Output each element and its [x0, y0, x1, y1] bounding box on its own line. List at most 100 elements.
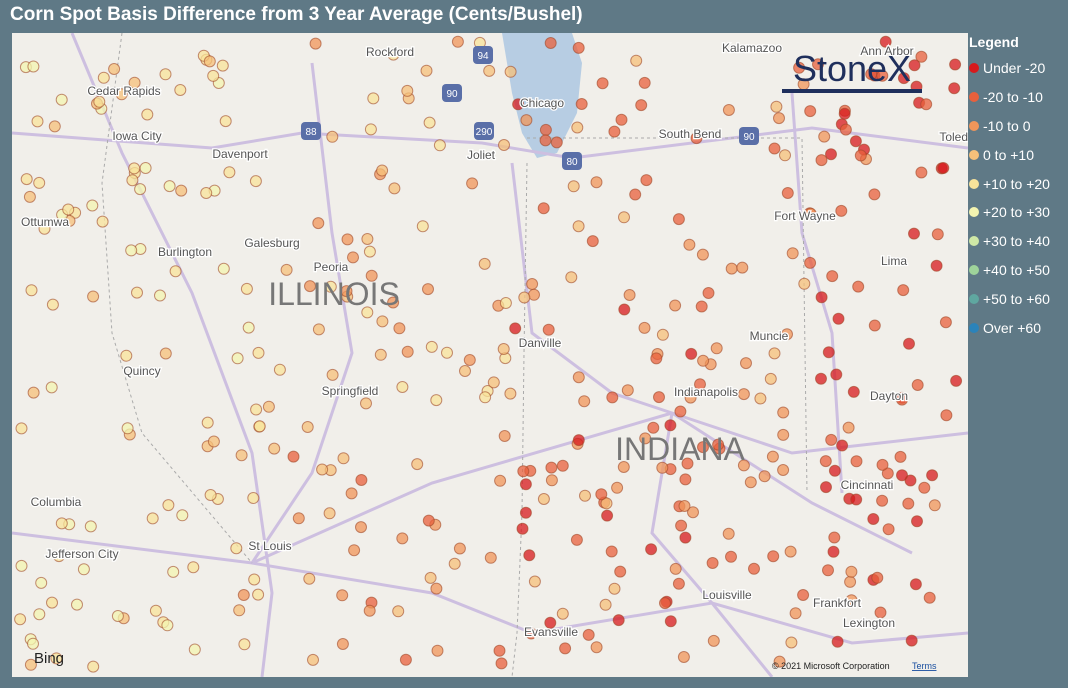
- point: [388, 182, 401, 195]
- point: [722, 527, 735, 540]
- point: [820, 481, 832, 494]
- point: [247, 492, 260, 504]
- city-label: Peoria: [314, 260, 349, 274]
- point: [638, 321, 651, 334]
- city-label: Evansville: [524, 625, 578, 639]
- point: [669, 562, 682, 575]
- point: [483, 64, 496, 77]
- point: [844, 575, 857, 588]
- point: [694, 378, 706, 391]
- legend-item[interactable]: -20 to -10: [969, 83, 1068, 112]
- point: [235, 449, 248, 462]
- point: [621, 384, 634, 397]
- point: [316, 463, 329, 476]
- point: [20, 173, 33, 186]
- highway-number: 94: [477, 51, 489, 62]
- point: [242, 321, 255, 334]
- point: [871, 571, 884, 584]
- point: [695, 300, 708, 313]
- point: [606, 391, 619, 404]
- point: [876, 69, 889, 82]
- point: [479, 391, 492, 404]
- legend-swatch: [969, 322, 979, 333]
- map[interactable]: Rockford Kalamazoo Ann Arbor Cedar Rapids Ch…: [12, 33, 968, 677]
- point: [852, 280, 865, 293]
- point: [216, 59, 229, 72]
- city-label: Indianapolis: [674, 385, 738, 399]
- point: [575, 98, 588, 110]
- point: [451, 35, 464, 48]
- point: [154, 289, 166, 302]
- point: [847, 385, 860, 398]
- lake: [502, 33, 582, 158]
- city-label: Burlington: [158, 245, 212, 259]
- point: [830, 368, 843, 381]
- point: [87, 290, 100, 303]
- point: [111, 610, 124, 622]
- point: [71, 598, 83, 611]
- legend-item[interactable]: -10 to 0: [969, 112, 1068, 141]
- point: [167, 565, 180, 578]
- point: [187, 561, 200, 574]
- point: [478, 257, 491, 270]
- point: [77, 563, 90, 576]
- point: [904, 474, 917, 487]
- point: [96, 215, 109, 228]
- point: [176, 509, 189, 522]
- point: [55, 517, 68, 530]
- point: [240, 282, 253, 295]
- legend-label: -10 to 0: [983, 117, 1031, 134]
- city-label: Galesburg: [244, 236, 299, 250]
- legend-swatch: [969, 293, 979, 304]
- point: [754, 392, 767, 405]
- point: [376, 315, 389, 328]
- point: [684, 391, 697, 404]
- point: [430, 582, 443, 595]
- point: [939, 316, 952, 329]
- legend-item[interactable]: +10 to +20: [969, 169, 1068, 198]
- point: [781, 187, 794, 199]
- highway-number: 90: [446, 89, 458, 100]
- point: [949, 58, 962, 71]
- point: [38, 222, 51, 235]
- legend-swatch: [969, 92, 979, 103]
- point: [326, 368, 339, 381]
- city-label: Chicago: [520, 96, 564, 110]
- legend-item[interactable]: 0 to +10: [969, 140, 1068, 169]
- legend-label: +20 to +30: [983, 204, 1050, 221]
- point: [175, 184, 188, 197]
- point: [537, 202, 550, 215]
- point: [361, 233, 374, 245]
- legend-item[interactable]: +40 to +50: [969, 256, 1068, 285]
- legend-label: 0 to +10: [983, 146, 1034, 163]
- point: [219, 115, 232, 128]
- legend-swatch: [969, 264, 979, 275]
- legend-item[interactable]: Under -20: [969, 54, 1068, 83]
- legend-item[interactable]: Over +60: [969, 313, 1068, 342]
- point: [850, 493, 863, 506]
- point: [804, 207, 817, 220]
- point: [737, 388, 750, 401]
- point: [519, 478, 532, 491]
- point: [401, 345, 414, 358]
- point: [664, 419, 677, 432]
- legend-item[interactable]: +50 to +60: [969, 284, 1068, 313]
- point: [231, 352, 244, 365]
- point: [556, 607, 569, 620]
- point: [161, 619, 174, 632]
- point: [672, 577, 685, 590]
- point: [595, 488, 608, 501]
- point: [345, 487, 358, 500]
- point: [207, 69, 220, 82]
- point: [678, 500, 691, 512]
- city-label: Fort Wayne: [774, 209, 836, 223]
- point: [27, 60, 40, 73]
- point: [50, 652, 63, 665]
- point: [572, 434, 585, 447]
- point: [590, 176, 603, 189]
- terms[interactable]: Terms: [912, 661, 937, 671]
- point: [876, 458, 889, 471]
- point: [463, 354, 476, 366]
- legend-item[interactable]: +30 to +40: [969, 227, 1068, 256]
- legend-item[interactable]: +20 to +30: [969, 198, 1068, 227]
